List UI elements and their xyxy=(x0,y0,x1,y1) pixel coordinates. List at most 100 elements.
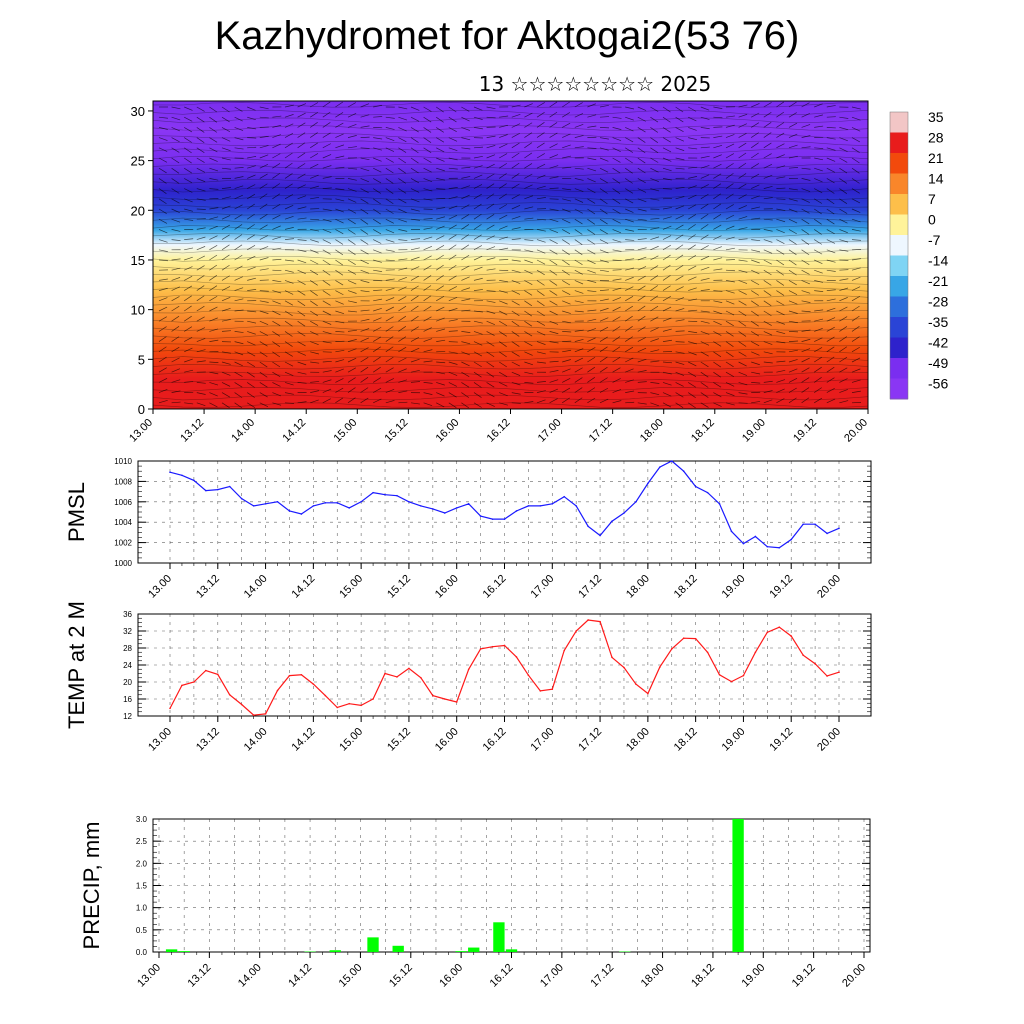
wind-barb xyxy=(763,132,772,138)
wind-barb xyxy=(297,280,306,285)
x-tick-label: 18.12 xyxy=(689,417,717,445)
y-tick-label: 2.5 xyxy=(136,837,148,846)
pmsl-point xyxy=(623,512,625,514)
wind-barb xyxy=(776,379,786,383)
wind-barb xyxy=(612,389,622,393)
wind-barb xyxy=(662,116,671,123)
wind-barb xyxy=(423,382,433,384)
wind-barb xyxy=(448,264,457,271)
wind-barb xyxy=(221,137,231,142)
wind-barb xyxy=(650,236,660,240)
pmsl-point xyxy=(814,523,816,526)
wind-barb xyxy=(587,259,596,265)
wind-barb xyxy=(851,178,860,184)
wind-barb xyxy=(461,214,470,220)
wind-barb xyxy=(385,178,394,184)
wind-barb xyxy=(234,137,244,141)
wind-barb xyxy=(675,106,684,113)
wind-barb xyxy=(511,173,520,179)
wind-barb xyxy=(738,104,748,108)
wind-barb xyxy=(486,224,495,230)
pmsl-point xyxy=(384,493,386,496)
wind-barb xyxy=(763,259,772,265)
wind-barb xyxy=(184,116,193,122)
wind-barb xyxy=(247,361,256,368)
wind-barb xyxy=(851,157,860,164)
contour-line xyxy=(152,279,869,285)
wind-barb xyxy=(801,259,810,265)
wind-barb xyxy=(625,401,635,404)
wind-barb xyxy=(713,246,722,251)
wind-barb xyxy=(436,285,444,291)
wind-barb xyxy=(461,392,470,398)
wind-barb xyxy=(688,402,696,409)
wind-barb xyxy=(473,203,482,210)
wind-barb xyxy=(851,286,861,291)
wind-barb xyxy=(322,101,331,108)
wind-barb xyxy=(448,244,457,251)
wind-barb xyxy=(826,387,835,393)
wind-barb xyxy=(662,225,672,230)
wind-barb xyxy=(675,361,685,365)
wind-barb xyxy=(788,101,797,108)
colorbar-swatch xyxy=(890,194,908,215)
wind-barb xyxy=(436,106,444,113)
temp-point xyxy=(814,662,816,665)
wind-barb xyxy=(259,135,269,138)
wind-barb xyxy=(297,206,307,210)
wind-barb xyxy=(410,305,419,312)
wind-barb xyxy=(700,184,709,189)
x-tick-label: 14.00 xyxy=(242,726,270,754)
x-tick-label: 17.12 xyxy=(588,962,616,990)
y-tick-label: 28 xyxy=(123,644,132,653)
wind-barb xyxy=(373,336,382,342)
wind-barb xyxy=(700,277,710,281)
x-tick-label: 16.12 xyxy=(481,726,509,754)
chart-subtitle: 13 ☆☆☆☆☆☆☆☆ 2025 xyxy=(478,72,712,96)
precip-bar xyxy=(165,949,178,952)
wind-barb xyxy=(776,249,785,255)
wind-barb xyxy=(234,167,244,169)
wind-barb xyxy=(158,188,167,194)
wind-barb xyxy=(221,330,231,332)
wind-barb xyxy=(221,392,230,398)
wind-barb xyxy=(814,178,823,183)
wind-barb xyxy=(536,153,545,159)
x-tick-label: 20.00 xyxy=(842,417,870,445)
wind-barb xyxy=(259,331,268,336)
wind-barb xyxy=(423,338,433,342)
wind-barb xyxy=(184,106,193,111)
wind-barb xyxy=(549,331,559,335)
wind-barb xyxy=(662,382,672,386)
wind-barb xyxy=(549,370,559,373)
wind-barb xyxy=(549,320,559,325)
wind-barb xyxy=(814,218,822,225)
wind-barb xyxy=(436,328,445,332)
wind-barb xyxy=(851,198,861,204)
wind-barb xyxy=(448,382,458,387)
wind-barb xyxy=(461,254,470,261)
wind-barb xyxy=(272,134,281,138)
wind-barb xyxy=(738,361,747,367)
wind-barb xyxy=(738,123,747,128)
wind-barb xyxy=(776,300,785,306)
wind-barb xyxy=(158,306,168,312)
contour-line xyxy=(152,102,869,108)
wind-barb xyxy=(587,208,596,215)
wind-barb xyxy=(688,127,697,131)
wind-barb xyxy=(788,167,798,169)
wind-barb xyxy=(536,341,546,345)
wind-barb xyxy=(801,124,811,128)
wind-barb xyxy=(410,116,420,122)
wind-barb xyxy=(247,382,255,388)
wind-barb xyxy=(637,402,647,405)
wind-barb xyxy=(763,153,772,159)
wind-barb xyxy=(259,183,268,189)
wind-barb xyxy=(234,341,244,345)
wind-barb xyxy=(612,198,621,205)
wind-barb xyxy=(751,173,760,179)
wind-barb xyxy=(335,112,344,118)
x-tick-label: 14.12 xyxy=(290,726,318,754)
wind-barb xyxy=(184,347,193,353)
wind-barb xyxy=(700,203,709,210)
